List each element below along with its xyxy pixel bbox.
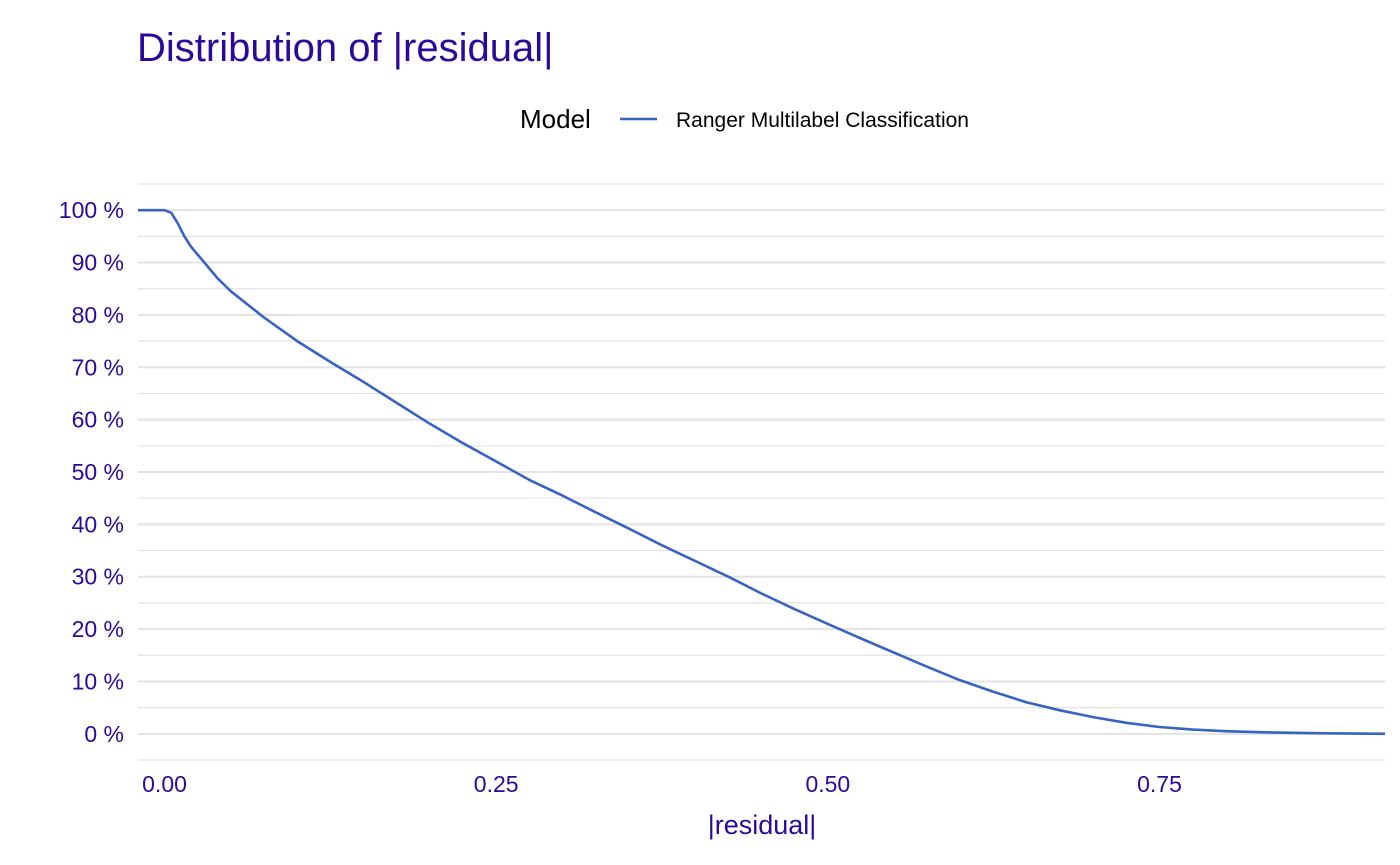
y-tick-label: 10 % [72,668,124,694]
y-tick-label: 60 % [72,407,124,433]
series-layer [138,208,1386,736]
y-axis-ticks: 0 % 10 % 20 % 30 % 40 % 50 % 60 % 70 % 80 % 90 % 1… [59,197,124,747]
legend-title: Model [520,104,591,134]
legend-label: Ranger Multilabel Classification [676,109,969,132]
series-line [138,208,1386,736]
y-tick-label: 90 % [72,250,124,276]
y-tick-label: 20 % [72,616,124,642]
y-tick-label: 80 % [72,302,124,328]
chart-title: Distribution of |residual| [137,26,554,70]
y-tick-label: 50 % [72,459,124,485]
grid-layer [138,183,1385,761]
x-tick-label: 0.50 [805,771,850,797]
y-tick-label: 0 % [84,721,124,747]
x-axis-ticks: 0.00 0.25 0.50 0.75 [142,771,1182,797]
x-tick-label: 0.25 [474,771,519,797]
y-tick-label: 100 % [59,197,124,223]
y-tick-label: 40 % [72,511,124,537]
legend: Model Ranger Multilabel Classification [520,104,969,134]
y-tick-label: 70 % [72,354,124,380]
x-axis-title: |residual| [708,810,817,840]
x-tick-label: 0.75 [1137,771,1182,797]
x-tick-label: 0.00 [142,771,187,797]
y-tick-label: 30 % [72,564,124,590]
